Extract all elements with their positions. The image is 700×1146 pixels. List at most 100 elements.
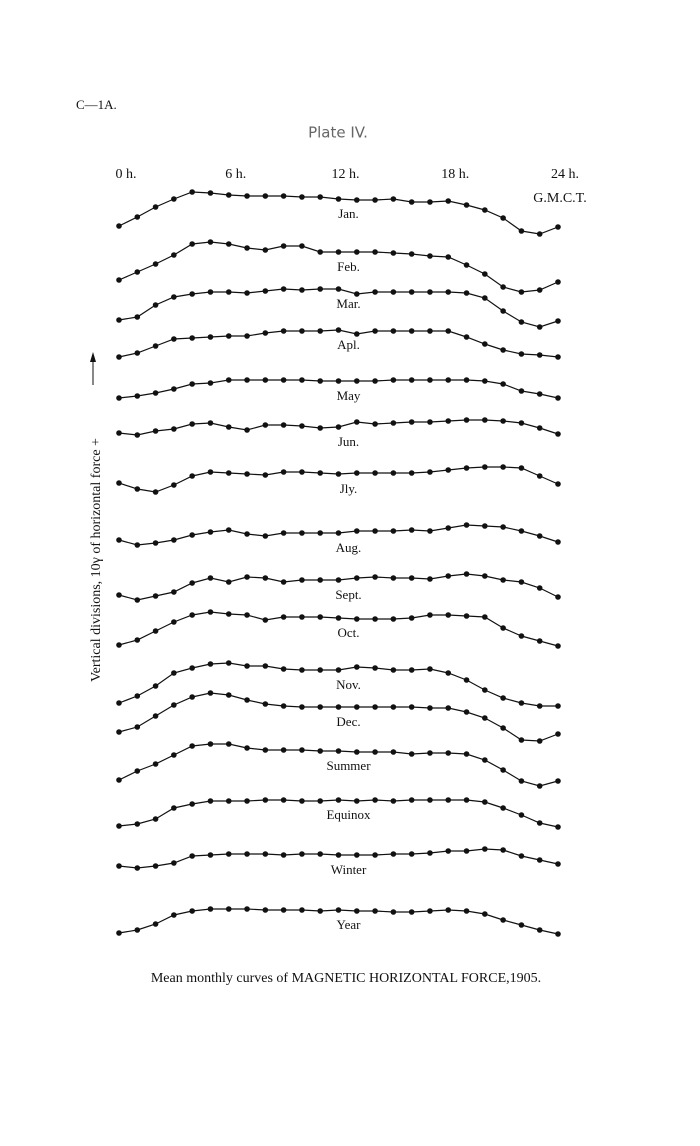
- point: [207, 609, 214, 615]
- point: [500, 418, 506, 424]
- point: [518, 351, 525, 357]
- point: [463, 908, 470, 914]
- point: [408, 470, 415, 476]
- point: [116, 277, 122, 283]
- point: [408, 851, 415, 857]
- point: [353, 378, 360, 384]
- point: [536, 857, 543, 863]
- point: [189, 694, 195, 700]
- curve-label: Equinox: [326, 807, 371, 822]
- point: [518, 778, 525, 784]
- point: [262, 663, 269, 669]
- point: [518, 528, 525, 534]
- point: [207, 529, 214, 535]
- point: [152, 713, 159, 719]
- point: [463, 571, 470, 577]
- point: [244, 193, 250, 199]
- point: [445, 418, 452, 424]
- point: [244, 663, 250, 669]
- point: [171, 537, 177, 543]
- point: [317, 194, 324, 200]
- point: [171, 805, 177, 811]
- point: [317, 249, 324, 255]
- point: [152, 428, 159, 434]
- point: [299, 798, 305, 804]
- point: [134, 724, 141, 730]
- point: [445, 705, 452, 711]
- point: [317, 908, 324, 914]
- point: [317, 577, 324, 583]
- point: [445, 612, 452, 618]
- point: [335, 797, 342, 803]
- point: [408, 328, 415, 334]
- point: [171, 589, 177, 595]
- point: [116, 930, 122, 936]
- point: [262, 747, 269, 753]
- point: [116, 823, 122, 829]
- point: [390, 616, 397, 622]
- point: [408, 797, 415, 803]
- point: [463, 262, 470, 268]
- point: [372, 704, 378, 710]
- point: [372, 421, 378, 427]
- point: [335, 196, 342, 202]
- point: [353, 291, 360, 297]
- point: [463, 613, 470, 619]
- point: [299, 907, 305, 913]
- point: [299, 667, 305, 673]
- point: [225, 377, 232, 383]
- point: [225, 424, 232, 430]
- point: [280, 907, 287, 913]
- point: [134, 432, 141, 438]
- point: [152, 683, 159, 689]
- point: [262, 701, 269, 707]
- curve-label: May: [337, 388, 361, 403]
- point: [189, 665, 195, 671]
- x-tick-label: 24 h.: [551, 167, 579, 182]
- point: [427, 797, 433, 803]
- point: [189, 291, 195, 297]
- point: [390, 704, 397, 710]
- point: [555, 861, 561, 867]
- point: [427, 419, 433, 425]
- point: [335, 667, 342, 673]
- curve: [118, 466, 559, 493]
- point: [116, 430, 122, 436]
- point: [116, 700, 122, 706]
- point: [408, 909, 415, 915]
- point: [482, 207, 488, 213]
- point: [171, 619, 177, 625]
- point: [427, 469, 433, 475]
- point: [463, 709, 470, 715]
- point: [244, 574, 250, 580]
- point: [390, 851, 397, 857]
- point: [317, 530, 324, 536]
- point: [335, 327, 342, 333]
- point: [134, 821, 141, 827]
- point: [134, 597, 141, 603]
- point: [536, 352, 543, 358]
- point: [500, 725, 506, 731]
- y-arrow: [90, 352, 96, 385]
- point: [225, 241, 232, 247]
- point: [152, 761, 159, 767]
- point: [244, 612, 250, 618]
- point: [518, 737, 525, 743]
- point: [408, 251, 415, 257]
- point: [299, 704, 305, 710]
- point: [280, 614, 287, 620]
- point: [225, 741, 232, 747]
- point: [134, 269, 141, 275]
- point: [280, 377, 287, 383]
- point: [390, 798, 397, 804]
- point: [536, 703, 543, 709]
- point: [171, 196, 177, 202]
- point: [299, 614, 305, 620]
- point: [445, 328, 452, 334]
- point: [280, 286, 287, 292]
- point: [555, 594, 561, 600]
- point: [152, 302, 159, 308]
- point: [116, 480, 122, 486]
- x-tick-label: 12 h.: [332, 167, 360, 182]
- point: [500, 381, 506, 387]
